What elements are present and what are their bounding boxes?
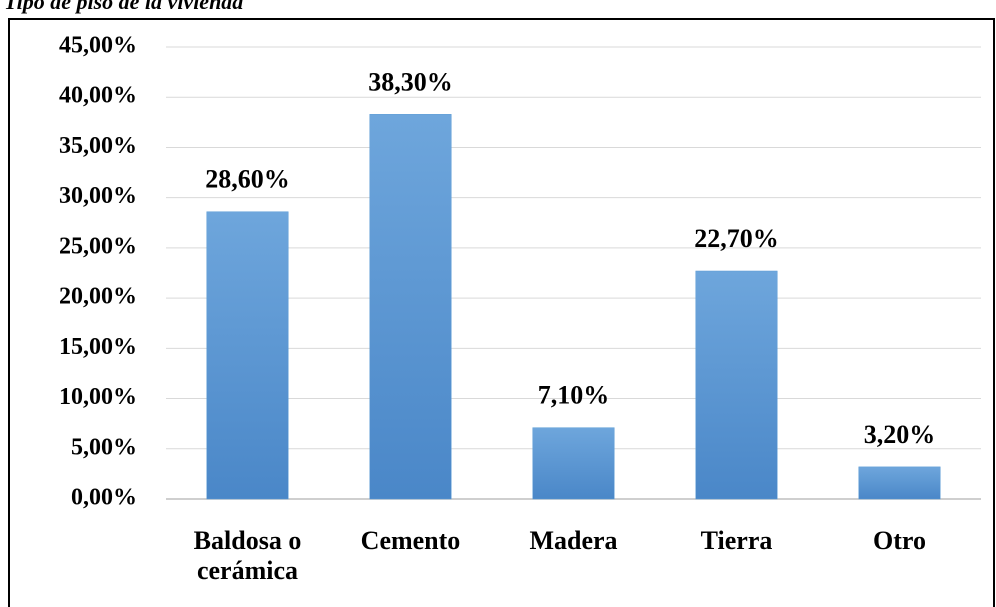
y-tick-label: 25,00%: [59, 233, 137, 259]
frame: [8, 18, 995, 607]
x-tick-label: Baldosa o cerámica: [193, 526, 302, 585]
data-label: 3,20%: [864, 420, 936, 449]
y-tick-label: 30,00%: [59, 183, 137, 209]
data-label: 22,70%: [694, 224, 779, 253]
x-tick-label: Cemento: [360, 526, 461, 555]
data-label: 38,30%: [368, 67, 453, 96]
chart-title: Tipo de piso de la vivienda: [4, 0, 243, 14]
bar: [206, 211, 289, 500]
x-tick-label: Tierra: [700, 526, 773, 555]
x-tick-label: Madera: [529, 526, 618, 555]
bar: [695, 270, 778, 500]
bar: [369, 114, 452, 500]
y-tick-label: 40,00%: [59, 83, 137, 109]
y-tick-label: 10,00%: [59, 384, 137, 410]
y-tick-label: 45,00%: [59, 33, 137, 59]
data-label: 7,10%: [538, 381, 610, 410]
bar: [532, 427, 615, 500]
x-tick-label: Otro: [873, 526, 926, 555]
y-tick-label: 0,00%: [71, 485, 137, 511]
y-tick-label: 20,00%: [59, 284, 137, 310]
y-tick-label: 15,00%: [59, 334, 137, 360]
y-tick-label: 5,00%: [71, 434, 137, 460]
y-tick-label: 35,00%: [59, 133, 137, 159]
bar: [858, 466, 941, 500]
data-label: 28,60%: [205, 165, 290, 194]
